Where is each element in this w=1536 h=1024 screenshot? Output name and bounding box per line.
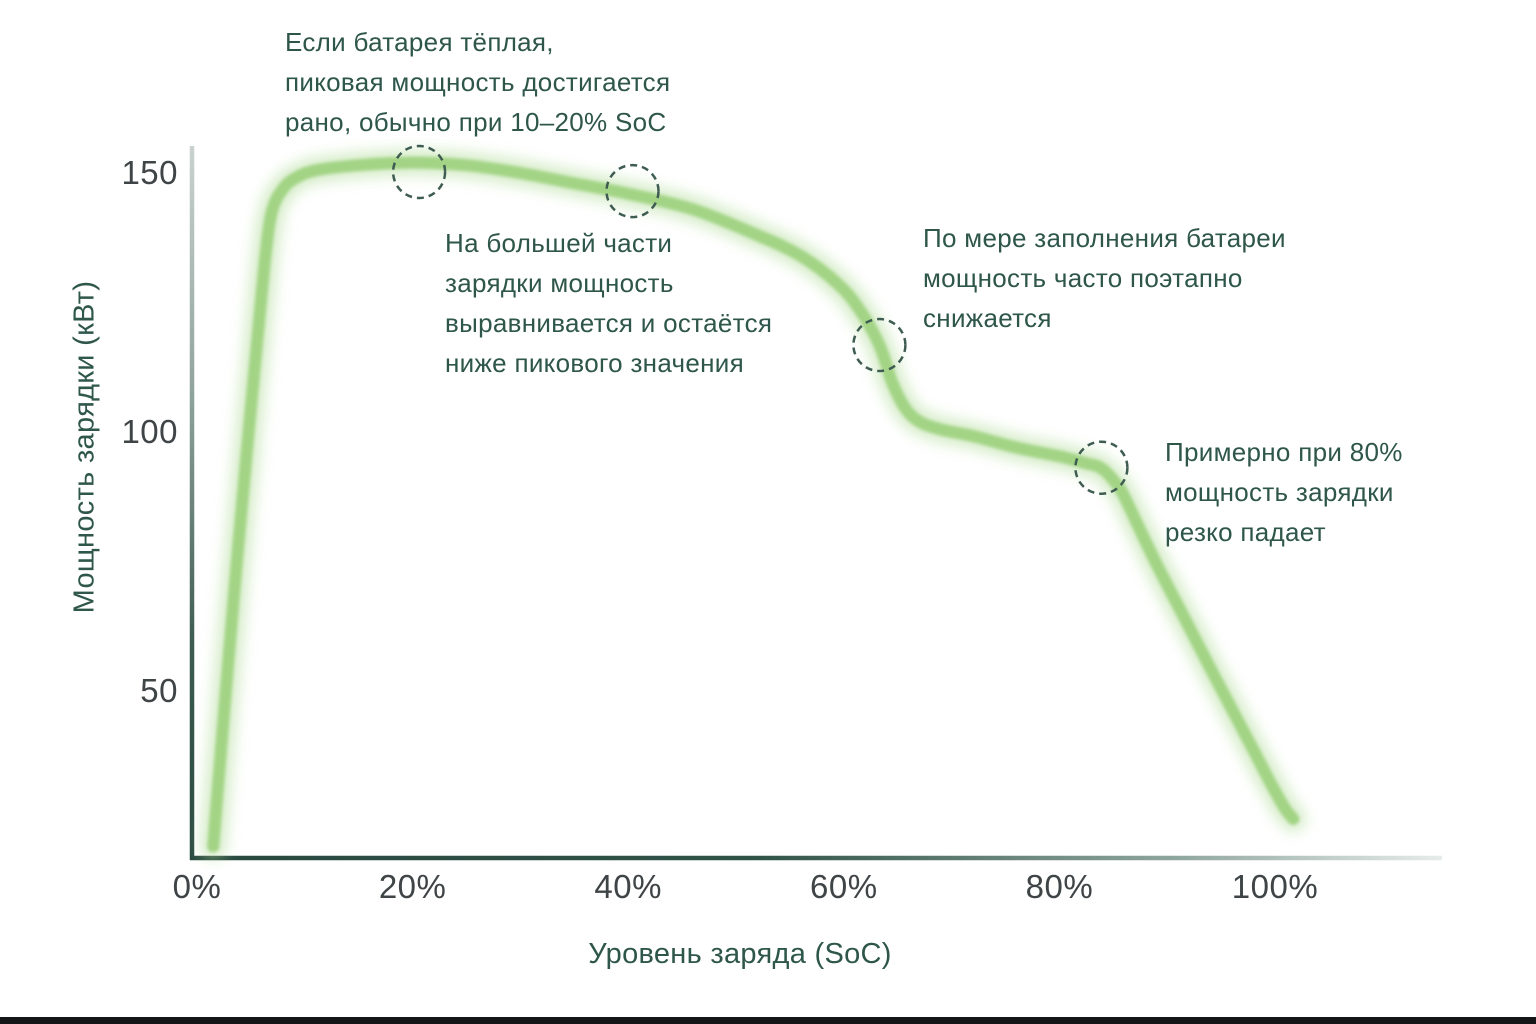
annotation-sharp-drop-at-80: Примерно при 80% мощность зарядки резко … <box>1165 432 1403 552</box>
x-tick-0: 0% <box>172 868 222 905</box>
annotation-line: выравнивается и остаётся <box>445 308 773 338</box>
annotation-line: мощность часто поэтапно <box>923 263 1243 293</box>
annotation-warm-battery-early-peak: Если батарея тёплая, пиковая мощность до… <box>285 22 670 142</box>
annotation-line: По мере заполнения батареи <box>923 223 1286 253</box>
annotation-line: Примерно при 80% <box>1165 437 1403 467</box>
annotation-line: пиковая мощность достигается <box>285 67 671 97</box>
peak-marker-circle <box>391 144 447 200</box>
y-axis-title: Мощность зарядки (кВт) <box>68 280 101 614</box>
y-tick-50: 50 <box>140 672 178 709</box>
x-tick-100: 100% <box>1231 868 1319 905</box>
annotation-plateau-below-peak: На большей части зарядки мощность выравн… <box>445 223 772 383</box>
annotation-line: зарядки мощность <box>445 268 674 298</box>
y-tick-100: 100 <box>121 413 178 450</box>
annotation-line: Если батарея тёплая, <box>285 27 554 57</box>
annotation-line: снижается <box>923 303 1052 333</box>
annotation-stepwise-decline: По мере заполнения батареи мощность част… <box>923 218 1286 338</box>
x-tick-80: 80% <box>1025 868 1094 905</box>
step-down-marker-circle <box>852 317 907 373</box>
annotation-line: На большей части <box>445 228 673 258</box>
curve-markers <box>391 144 1129 495</box>
plateau-marker-circle <box>605 163 660 219</box>
knee-80-marker-circle <box>1074 440 1129 495</box>
y-tick-150: 150 <box>121 154 178 191</box>
bottom-edge-bar <box>0 1017 1536 1024</box>
x-axis-title: Уровень заряда (SoC) <box>588 938 892 970</box>
x-tick-40: 40% <box>594 868 662 905</box>
charging-power-curve <box>207 156 1300 853</box>
annotation-line: резко падает <box>1165 517 1326 547</box>
x-tick-20: 20% <box>378 868 447 905</box>
annotation-line: ниже пикового значения <box>445 348 744 378</box>
x-tick-60: 60% <box>810 868 878 905</box>
annotation-line: рано, обычно при 10–20% SoC <box>285 107 667 137</box>
annotation-line: мощность зарядки <box>1165 477 1394 507</box>
